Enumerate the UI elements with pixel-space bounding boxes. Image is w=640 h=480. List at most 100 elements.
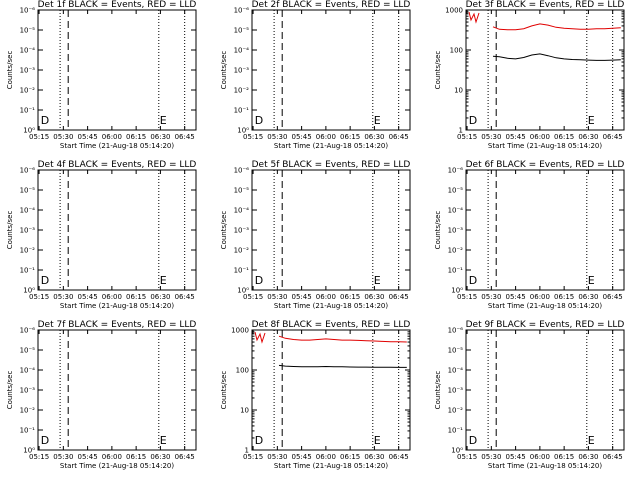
y-tick-label: 10⁻⁵ bbox=[20, 187, 36, 195]
y-tick-label: 10⁻² bbox=[20, 247, 36, 255]
y-axis-label: Counts/sec bbox=[220, 211, 228, 250]
chart-panel-1: Det 1f BLACK = Events, RED = LLD 05:15 05:… bbox=[6, 0, 197, 150]
x-tick-label: 05:15 bbox=[457, 453, 477, 461]
y-tick-label: 10⁻⁵ bbox=[20, 347, 36, 355]
y-tick-label: 10⁻² bbox=[448, 407, 464, 415]
initial-spike bbox=[468, 11, 480, 24]
y-tick-label: 10⁰ bbox=[237, 287, 249, 295]
y-tick-label: 10⁻¹ bbox=[234, 107, 250, 115]
plot-frame bbox=[251, 169, 411, 291]
y-tick-label: 10⁻⁴ bbox=[234, 47, 250, 55]
end-marker: E bbox=[588, 114, 595, 127]
y-tick-label: 10⁻⁵ bbox=[448, 347, 464, 355]
end-marker: E bbox=[374, 434, 381, 447]
x-axis-label: Start Time (21-Aug-18 05:14:20) bbox=[488, 142, 602, 150]
y-tick-label: 10⁻³ bbox=[20, 387, 36, 395]
start-marker: D bbox=[255, 274, 263, 287]
x-tick-label: 05:30 bbox=[267, 453, 287, 461]
y-tick-label: 1 bbox=[459, 127, 463, 135]
start-marker: D bbox=[255, 114, 263, 127]
end-marker: E bbox=[374, 114, 381, 127]
start-marker: D bbox=[469, 274, 477, 287]
y-axis-label: Counts/sec bbox=[220, 371, 228, 410]
plot-frame bbox=[37, 329, 197, 451]
chart-title: Det 6f BLACK = Events, RED = LLD bbox=[466, 160, 625, 170]
x-axis-label: Start Time (21-Aug-18 05:14:20) bbox=[274, 302, 388, 310]
plot-frame bbox=[465, 169, 625, 291]
x-tick-label: 06:00 bbox=[102, 133, 122, 141]
x-axis-label: Start Time (21-Aug-18 05:14:20) bbox=[60, 142, 174, 150]
x-tick-label: 06:15 bbox=[340, 293, 360, 301]
y-tick-label: 10⁰ bbox=[451, 287, 463, 295]
x-tick-label: 05:30 bbox=[267, 133, 287, 141]
y-tick-label: 10⁻² bbox=[234, 247, 250, 255]
x-tick-label: 05:45 bbox=[506, 133, 526, 141]
y-tick-label: 10⁻³ bbox=[20, 67, 36, 75]
chart-panel-4: Det 4f BLACK = Events, RED = LLD 05:15 05:… bbox=[6, 160, 197, 310]
y-tick-label: 10⁰ bbox=[237, 127, 249, 135]
x-tick-label: 06:30 bbox=[150, 293, 170, 301]
y-axis-label: Counts/sec bbox=[434, 371, 442, 410]
y-tick-label: 10 bbox=[240, 407, 249, 415]
x-tick-label: 05:15 bbox=[457, 133, 477, 141]
x-tick-label: 06:30 bbox=[364, 133, 384, 141]
y-tick-label: 10⁻⁴ bbox=[20, 47, 36, 55]
y-tick-label: 10⁻¹ bbox=[20, 267, 36, 275]
x-tick-label: 05:30 bbox=[53, 293, 73, 301]
chart-panel-8: Det 8f BLACK = Events, RED = LLD 05:15 05:… bbox=[220, 320, 411, 470]
y-axis-label: Counts/sec bbox=[6, 211, 14, 250]
y-tick-label: 10⁻¹ bbox=[20, 107, 36, 115]
x-tick-label: 06:30 bbox=[578, 133, 598, 141]
y-tick-label: 10⁻¹ bbox=[448, 267, 464, 275]
x-tick-label: 05:15 bbox=[243, 453, 263, 461]
x-tick-label: 06:15 bbox=[340, 133, 360, 141]
x-tick-label: 06:15 bbox=[126, 133, 146, 141]
x-tick-label: 05:15 bbox=[29, 133, 49, 141]
y-tick-label: 10⁰ bbox=[23, 447, 35, 455]
x-tick-label: 06:00 bbox=[530, 293, 550, 301]
end-marker: E bbox=[588, 274, 595, 287]
x-tick-label: 06:45 bbox=[603, 453, 623, 461]
series-line-events bbox=[278, 364, 407, 368]
start-marker: D bbox=[469, 434, 477, 447]
y-tick-label: 10⁻³ bbox=[234, 227, 250, 235]
y-tick-label: 10⁻⁵ bbox=[234, 27, 250, 35]
chart-panel-9: Det 9f BLACK = Events, RED = LLD 05:15 05:… bbox=[434, 320, 625, 470]
plot-frame bbox=[37, 9, 197, 131]
chart-panel-5: Det 5f BLACK = Events, RED = LLD 05:15 05:… bbox=[220, 160, 411, 310]
x-tick-label: 05:45 bbox=[78, 293, 98, 301]
x-tick-label: 06:30 bbox=[364, 453, 384, 461]
x-axis-label: Start Time (21-Aug-18 05:14:20) bbox=[60, 462, 174, 470]
y-tick-label: 10⁻³ bbox=[448, 387, 464, 395]
x-tick-label: 06:15 bbox=[126, 293, 146, 301]
end-marker: E bbox=[160, 274, 167, 287]
chart-panel-6: Det 6f BLACK = Events, RED = LLD 05:15 05:… bbox=[434, 160, 625, 310]
x-tick-label: 06:15 bbox=[340, 453, 360, 461]
y-tick-label: 10⁻³ bbox=[20, 227, 36, 235]
y-tick-label: 10⁻⁴ bbox=[20, 367, 36, 375]
chart-panel-2: Det 2f BLACK = Events, RED = LLD 05:15 05:… bbox=[220, 0, 411, 150]
series-line-lld bbox=[492, 23, 621, 31]
x-tick-label: 05:30 bbox=[481, 293, 501, 301]
y-axis-label: Counts/sec bbox=[434, 211, 442, 250]
initial-spike bbox=[254, 331, 266, 344]
x-tick-label: 05:45 bbox=[506, 293, 526, 301]
x-tick-label: 06:15 bbox=[126, 453, 146, 461]
chart-title: Det 2f BLACK = Events, RED = LLD bbox=[252, 0, 411, 10]
y-tick-label: 10⁻³ bbox=[234, 67, 250, 75]
y-tick-label: 1000 bbox=[231, 327, 249, 335]
y-tick-label: 10⁰ bbox=[23, 127, 35, 135]
x-tick-label: 05:30 bbox=[267, 293, 287, 301]
x-tick-label: 05:30 bbox=[53, 453, 73, 461]
y-tick-label: 10⁻³ bbox=[448, 227, 464, 235]
x-tick-label: 06:00 bbox=[530, 453, 550, 461]
x-tick-label: 06:45 bbox=[175, 133, 195, 141]
x-tick-label: 05:45 bbox=[78, 133, 98, 141]
start-marker: D bbox=[41, 434, 49, 447]
plot-frame bbox=[251, 9, 411, 131]
y-axis-label: Counts/sec bbox=[220, 51, 228, 90]
x-tick-label: 05:45 bbox=[292, 133, 312, 141]
chart-title: Det 4f BLACK = Events, RED = LLD bbox=[38, 160, 197, 170]
x-tick-label: 06:30 bbox=[364, 293, 384, 301]
